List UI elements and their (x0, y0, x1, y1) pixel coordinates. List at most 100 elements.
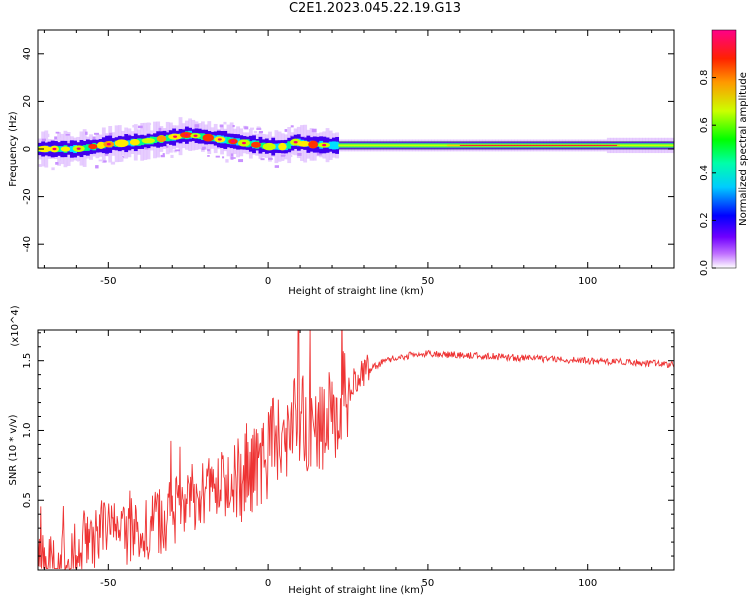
heatmap-peak-cell (360, 144, 365, 147)
heatmap-core-cell (274, 143, 279, 150)
heatmap-peak-cell (667, 144, 672, 147)
heatmap-speckle (98, 159, 103, 162)
heatmap-max-cell (533, 144, 538, 146)
heatmap-blob-core (193, 134, 198, 138)
heatmap-speckle (253, 130, 258, 134)
heatmap-peak-cell (383, 144, 387, 147)
heatmap-core-cell (226, 136, 231, 144)
heatmap-max-cell (482, 144, 487, 146)
heatmap-core-cell (674, 143, 678, 147)
heatmap-peak-cell (651, 144, 656, 147)
heatmap-blob (88, 143, 98, 150)
heatmap-max-cell (606, 144, 611, 146)
heatmap-max-cell (594, 144, 598, 146)
heatmap-peak-cell (338, 144, 343, 147)
snr-plot-area (38, 330, 674, 570)
heatmap-speckle (231, 157, 236, 159)
heatmap-blob (156, 135, 167, 143)
heatmap-peak-cell (654, 144, 659, 147)
heatmap-max-cell (597, 144, 602, 146)
heatmap-core-cell (69, 146, 74, 152)
snr-x-tick-label: 50 (422, 578, 435, 589)
heatmap-max-cell (479, 144, 483, 146)
heatmap-peak-cell (392, 144, 397, 147)
heatmap-blob (141, 137, 155, 144)
heatmap-speckle (280, 154, 286, 157)
heatmap-max-cell (581, 144, 586, 146)
heatmap-speckle (262, 137, 267, 141)
heatmap-blob-core (52, 147, 57, 151)
heatmap-max-cell (463, 144, 467, 146)
heatmap-speckle (104, 152, 109, 156)
heatmap-peak-cell (440, 144, 445, 147)
heatmap-max-cell (584, 144, 589, 146)
heatmap-speckle (59, 137, 63, 140)
heatmap-max-cell (485, 144, 490, 146)
heatmap-speckle (73, 157, 79, 160)
heatmap-speckle (230, 156, 234, 160)
heatmap-max-cell (526, 144, 531, 146)
heatmap-max-cell (501, 144, 506, 146)
heatmap-peak-cell (648, 144, 653, 147)
heatmap-peak-cell (645, 144, 650, 147)
heatmap-speckle (274, 165, 280, 168)
heatmap-max-cell (571, 144, 576, 146)
heatmap-max-cell (495, 144, 499, 146)
heatmap-max-cell (466, 144, 471, 146)
heatmap-max-cell (488, 144, 493, 146)
heatmap-core-cell (140, 138, 145, 146)
snr-y-tick-label: 0.5 (22, 492, 33, 508)
heatmap-max-cell (523, 144, 528, 146)
heatmap-max-cell (574, 144, 579, 146)
heatmap-max-cell (613, 144, 618, 146)
heatmap-peak-cell (341, 144, 346, 147)
heatmap-speckle (207, 149, 210, 152)
spectrogram-y-tick-label: 40 (22, 47, 33, 60)
heatmap-peak-cell (402, 144, 407, 147)
heatmap-peak-cell (395, 144, 400, 147)
spectrogram-frame (37, 29, 675, 269)
heatmap-peak-cell (437, 144, 442, 147)
heatmap-peak-cell (348, 144, 352, 147)
heatmap-peak-cell (450, 144, 455, 147)
heatmap-blob (202, 133, 214, 142)
heatmap-peak-cell (363, 144, 368, 147)
spectrogram-x-axis-label: Height of straight line (km) (288, 286, 424, 297)
heatmap-speckle (268, 157, 273, 160)
spectrogram-y-tick-label: 0 (22, 146, 33, 152)
heatmap-peak-cell (635, 144, 640, 147)
heatmap-blob (129, 139, 140, 146)
heatmap-halo-cell (674, 138, 678, 153)
heatmap-core-cell (248, 141, 253, 147)
heatmap-peak-cell (424, 144, 429, 147)
heatmap-peak-cell (344, 144, 349, 147)
heatmap-peak-cell (386, 144, 391, 147)
heatmap-peak-cell (447, 144, 451, 147)
snr-ticks: -50 0 50 100 0.5 1.0 1.5 (22, 330, 674, 589)
heatmap-blob-core (241, 141, 246, 145)
heatmap-speckle (256, 128, 262, 130)
heatmap-peak-cell (379, 144, 384, 147)
heatmap-max-cell (517, 144, 522, 146)
heatmap-max-cell (552, 144, 557, 146)
heatmap-max-cell (578, 144, 582, 146)
heatmap-core-cell (153, 136, 157, 144)
spectrogram-y-tick-label: -40 (22, 236, 33, 252)
heatmap-peak-cell (661, 144, 666, 147)
heatmap-speckle (170, 154, 174, 158)
heatmap-max-cell (530, 144, 534, 146)
spectrogram-x-tick-label: 50 (422, 276, 435, 287)
heatmap-speckle (202, 146, 206, 150)
heatmap-core-cell (85, 144, 90, 151)
heatmap-speckle (225, 159, 229, 163)
heatmap-blob-core (230, 140, 235, 143)
heatmap-max-cell (491, 144, 496, 146)
heatmap-core-cell (165, 134, 170, 142)
heatmap-peak-cell (664, 144, 669, 147)
heatmap-speckle (92, 153, 97, 157)
heatmap-max-cell (507, 144, 512, 146)
heatmap-peak-cell (373, 144, 378, 147)
spectrogram-panel: -50 0 50 100 -40 -20 0 20 40 Height of straight … (8, 29, 678, 297)
heatmap-peak-cell (629, 144, 634, 147)
